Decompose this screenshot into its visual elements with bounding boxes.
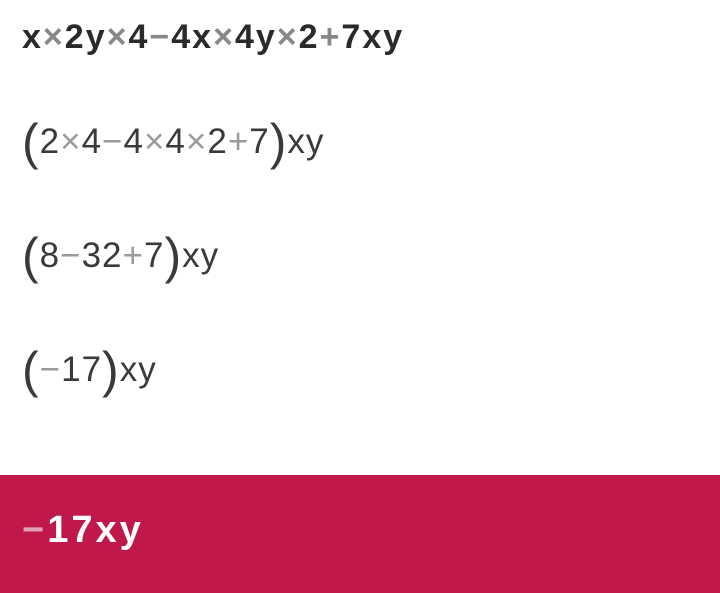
- term: 4: [128, 18, 149, 56]
- operator-minus: −: [40, 350, 61, 389]
- expression-original: x×2y×4−4x×4y×2+7xy: [22, 18, 698, 57]
- paren-right: ): [102, 342, 120, 398]
- term: 7: [249, 122, 269, 161]
- operator-times: ×: [186, 122, 207, 161]
- term: xy: [120, 350, 157, 389]
- paren-left: (: [22, 114, 40, 170]
- operator-minus: −: [22, 509, 47, 551]
- operator-minus: −: [149, 18, 171, 56]
- math-steps-container: x×2y×4−4x×4y×2+7xy (2×4−4×4×2+7)xy (8−32…: [0, 0, 720, 399]
- expression-step-3: (8−32+7)xy: [22, 227, 698, 285]
- term: 32: [82, 236, 123, 275]
- term: 4: [82, 122, 102, 161]
- term: 4y: [235, 18, 277, 56]
- term: 8: [40, 236, 60, 275]
- operator-times: ×: [144, 122, 165, 161]
- operator-times: ×: [277, 18, 299, 56]
- term: 17: [61, 350, 102, 389]
- paren-left: (: [22, 342, 40, 398]
- result-bar: −17xy: [0, 475, 720, 593]
- term: xy: [182, 236, 219, 275]
- term: 7: [144, 236, 164, 275]
- term: 2: [40, 122, 60, 161]
- operator-minus: −: [60, 236, 81, 275]
- operator-times: ×: [107, 18, 129, 56]
- term: xy: [287, 122, 324, 161]
- paren-right: ): [270, 114, 288, 170]
- expression-step-2: (2×4−4×4×2+7)xy: [22, 113, 698, 171]
- operator-plus: +: [320, 18, 342, 56]
- operator-times: ×: [43, 18, 65, 56]
- term: 7xy: [341, 18, 404, 56]
- operator-plus: +: [123, 236, 144, 275]
- operator-times: ×: [60, 122, 81, 161]
- operator-minus: −: [102, 122, 123, 161]
- term: 4x: [171, 18, 213, 56]
- result-value: 17xy: [47, 509, 144, 551]
- term: 4: [124, 122, 144, 161]
- paren-right: ): [164, 228, 182, 284]
- expression-step-4: (−17)xy: [22, 341, 698, 399]
- term: 2y: [65, 18, 107, 56]
- operator-plus: +: [228, 122, 249, 161]
- term: 2: [207, 122, 227, 161]
- operator-times: ×: [213, 18, 235, 56]
- term: 4: [165, 122, 185, 161]
- term: 2: [299, 18, 320, 56]
- paren-left: (: [22, 228, 40, 284]
- result-expression: −17xy: [22, 509, 698, 552]
- term: x: [22, 18, 43, 56]
